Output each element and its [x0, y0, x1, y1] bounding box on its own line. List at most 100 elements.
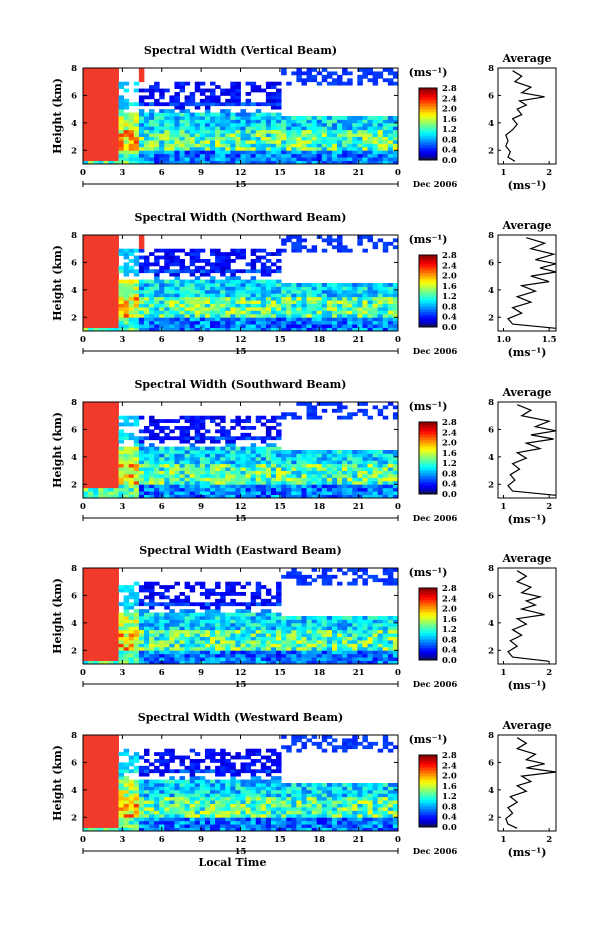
heatmap-cell: [291, 456, 297, 461]
heatmap-cell: [83, 327, 89, 332]
heatmap-cell: [174, 474, 180, 478]
heatmap-cell: [306, 415, 313, 420]
x-tick-label: 6: [159, 502, 165, 512]
heatmap-cell: [98, 650, 104, 655]
heatmap-cell: [88, 116, 94, 120]
heatmap-cell: [215, 626, 221, 631]
heatmap-cell: [169, 136, 175, 141]
heatmap-cell: [159, 320, 165, 325]
heatmap-cell: [210, 592, 216, 596]
heatmap-cell: [174, 470, 180, 475]
heatmap-cell: [199, 310, 206, 315]
heatmap-cell: [245, 622, 252, 627]
heatmap-cell: [331, 650, 338, 655]
heatmap-cell: [291, 119, 297, 124]
heatmap-cell: [113, 150, 119, 155]
heatmap-cell: [250, 160, 257, 165]
heatmap-cell: [88, 286, 94, 291]
heatmap-cell: [159, 626, 165, 631]
heatmap-cell: [149, 286, 155, 291]
heatmap-cell: [225, 463, 231, 468]
heatmap-cell: [184, 324, 191, 328]
heatmap-cell: [83, 460, 89, 465]
heatmap-cell: [169, 119, 175, 124]
heatmap-cell: [159, 456, 165, 461]
heatmap-cell: [138, 241, 145, 246]
heatmap-cell: [133, 126, 140, 131]
heatmap-cell: [342, 300, 348, 304]
heatmap-cell: [291, 313, 297, 318]
heatmap-cell: [245, 307, 252, 311]
heatmap-cell: [352, 146, 358, 151]
heatmap-cell: [362, 248, 368, 253]
heatmap-cell: [377, 310, 384, 315]
heatmap-cell: [98, 605, 104, 610]
heatmap-cell: [316, 71, 323, 76]
heatmap-cell: [108, 289, 114, 294]
heatmap-cell: [270, 484, 277, 489]
heatmap-cell: [169, 272, 175, 277]
heatmap-cell: [179, 598, 186, 603]
colorbar-frame: [418, 87, 438, 161]
heatmap-cell: [377, 456, 384, 461]
heatmap-cell: [255, 119, 262, 124]
heatmap-cell: [235, 112, 241, 117]
heatmap-cell: [118, 653, 125, 658]
heatmap-cell: [291, 296, 297, 301]
heatmap-cell: [113, 412, 119, 417]
heatmap-cell: [245, 616, 252, 620]
heatmap-cell: [204, 289, 211, 294]
heatmap-cell: [159, 470, 165, 475]
heatmap-cell: [265, 129, 272, 134]
heatmap-cell: [118, 484, 125, 489]
heatmap-cell: [362, 150, 368, 155]
x-tick-label: 6: [159, 335, 165, 345]
heatmap-cell: [276, 283, 282, 287]
heatmap-cell: [179, 415, 186, 420]
heatmap-cell: [143, 653, 150, 658]
heatmap-cell: [245, 112, 252, 117]
heatmap-cell: [230, 320, 236, 325]
heatmap-cell: [149, 313, 155, 318]
heatmap-cell: [83, 456, 89, 461]
panel-0: Spectral Width (Vertical Beam)Height (km…: [51, 44, 557, 192]
heatmap-cell: [113, 402, 119, 406]
heatmap-cell: [128, 313, 135, 318]
heatmap-cell: [270, 283, 277, 287]
heatmap-cell: [210, 320, 216, 325]
heatmap-cell: [372, 460, 379, 465]
heatmap-cell: [184, 636, 191, 641]
heatmap-cell: [230, 157, 236, 161]
heatmap-cell: [337, 136, 343, 141]
heatmap-cell: [164, 657, 170, 661]
heatmap-cell: [316, 633, 323, 637]
heatmap-cell: [103, 126, 109, 131]
heatmap-cell: [93, 74, 99, 79]
heatmap-cell: [255, 619, 262, 624]
heatmap-cell: [83, 574, 89, 579]
heatmap-cell: [215, 646, 221, 651]
heatmap-cell: [83, 484, 89, 489]
heatmap-cell: [93, 71, 99, 76]
heatmap-cell: [204, 327, 211, 332]
heatmap-cell: [83, 133, 89, 137]
heatmap-cell: [210, 616, 216, 620]
heatmap-cell: [316, 324, 323, 328]
heatmap-cell: [301, 616, 307, 620]
heatmap-cell: [225, 116, 231, 120]
heatmap-cell: [179, 453, 186, 458]
heatmap-cell: [326, 574, 333, 579]
heatmap-cell: [123, 646, 130, 651]
heatmap-cell: [98, 660, 104, 665]
heatmap-cell: [347, 248, 353, 253]
heatmap-cell: [276, 92, 282, 96]
heatmap-cell: [154, 494, 160, 499]
heatmap-cell: [240, 255, 246, 260]
heatmap-cell: [123, 324, 130, 328]
heatmap-cell: [220, 415, 226, 420]
colorbar-swatch: [419, 482, 437, 486]
heatmap-cell: [240, 653, 246, 658]
heatmap-cell: [159, 140, 165, 144]
heatmap-cell: [194, 450, 201, 454]
heatmap-cell: [143, 460, 150, 465]
